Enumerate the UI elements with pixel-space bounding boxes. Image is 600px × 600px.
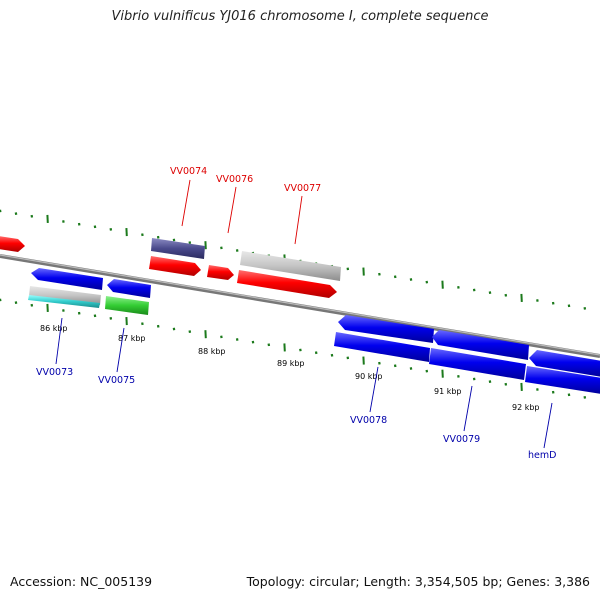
green-feature-vv0075[interactable] (105, 296, 149, 315)
gene-vv0077[interactable] (237, 270, 337, 298)
gene-vv0076[interactable] (207, 265, 234, 280)
kbp-label: 91 kbp (434, 387, 462, 396)
gene-vv0074[interactable] (149, 256, 201, 276)
gene-labels: VV0074 VV0076 VV0077 VV0073 VV0075 VV007… (36, 166, 556, 461)
inner-tick-track (0, 298, 587, 399)
kbp-label: 92 kbp (512, 403, 540, 412)
gene-label-vv0073[interactable]: VV0073 (36, 367, 73, 378)
outer-tick-track (0, 209, 587, 310)
rna-vv0077[interactable] (240, 251, 341, 281)
accession-text: Accession: NC_005139 (10, 574, 153, 589)
gene-label-hemd[interactable]: hemD (528, 450, 556, 461)
leader-lines (55, 179, 553, 449)
leader-line-vv0073 (55, 317, 63, 365)
gene-label-vv0074[interactable]: VV0074 (170, 166, 207, 177)
rna-vv0073[interactable] (29, 286, 101, 305)
backbone-line (0, 254, 600, 358)
reverse-strand-features (28, 268, 600, 394)
kbp-labels: 86 kbp 87 kbp 88 kbp 89 kbp 90 kbp 91 kb… (40, 324, 540, 412)
gene-forward-partial[interactable] (0, 236, 25, 252)
kbp-label: 88 kbp (198, 347, 226, 356)
gene-vv0079-upper[interactable] (432, 330, 529, 360)
gene-hemd-upper[interactable] (529, 350, 600, 377)
kbp-label: 90 kbp (355, 372, 383, 381)
gene-label-vv0078[interactable]: VV0078 (350, 415, 387, 426)
gene-vv0078[interactable] (334, 332, 430, 362)
kbp-label: 89 kbp (277, 359, 305, 368)
map-title: Vibrio vulnificus YJ016 chromosome I, co… (111, 9, 489, 24)
gene-label-vv0075[interactable]: VV0075 (98, 375, 135, 386)
cyan-feature-vv0073[interactable] (28, 295, 100, 308)
gene-label-vv0076[interactable]: VV0076 (216, 174, 253, 185)
gene-label-vv0077[interactable]: VV0077 (284, 183, 321, 194)
leader-line-vv0075 (116, 327, 125, 373)
gene-vv0078-upper[interactable] (338, 315, 434, 343)
leader-line-vv0078 (369, 366, 379, 413)
gene-hemd[interactable] (525, 366, 600, 394)
forward-strand-features (0, 236, 341, 298)
leader-line-vv0076 (227, 186, 237, 234)
gene-vv0073[interactable] (31, 268, 103, 290)
leader-line-vv0077 (294, 195, 303, 245)
backbone-highlight (0, 254, 600, 356)
gene-label-vv0079[interactable]: VV0079 (443, 434, 480, 445)
kbp-label: 87 kbp (118, 334, 146, 343)
topology-text: Topology: circular; Length: 3,354,505 bp… (246, 574, 590, 589)
leader-line-vv0074 (181, 179, 191, 227)
kbp-label: 86 kbp (40, 324, 68, 333)
feature-dark-vv0074[interactable] (151, 238, 205, 259)
leader-line-hemd (543, 402, 553, 449)
leader-line-vv0079 (463, 385, 473, 432)
gene-vv0079[interactable] (429, 348, 526, 380)
gene-vv0075[interactable] (107, 279, 151, 298)
